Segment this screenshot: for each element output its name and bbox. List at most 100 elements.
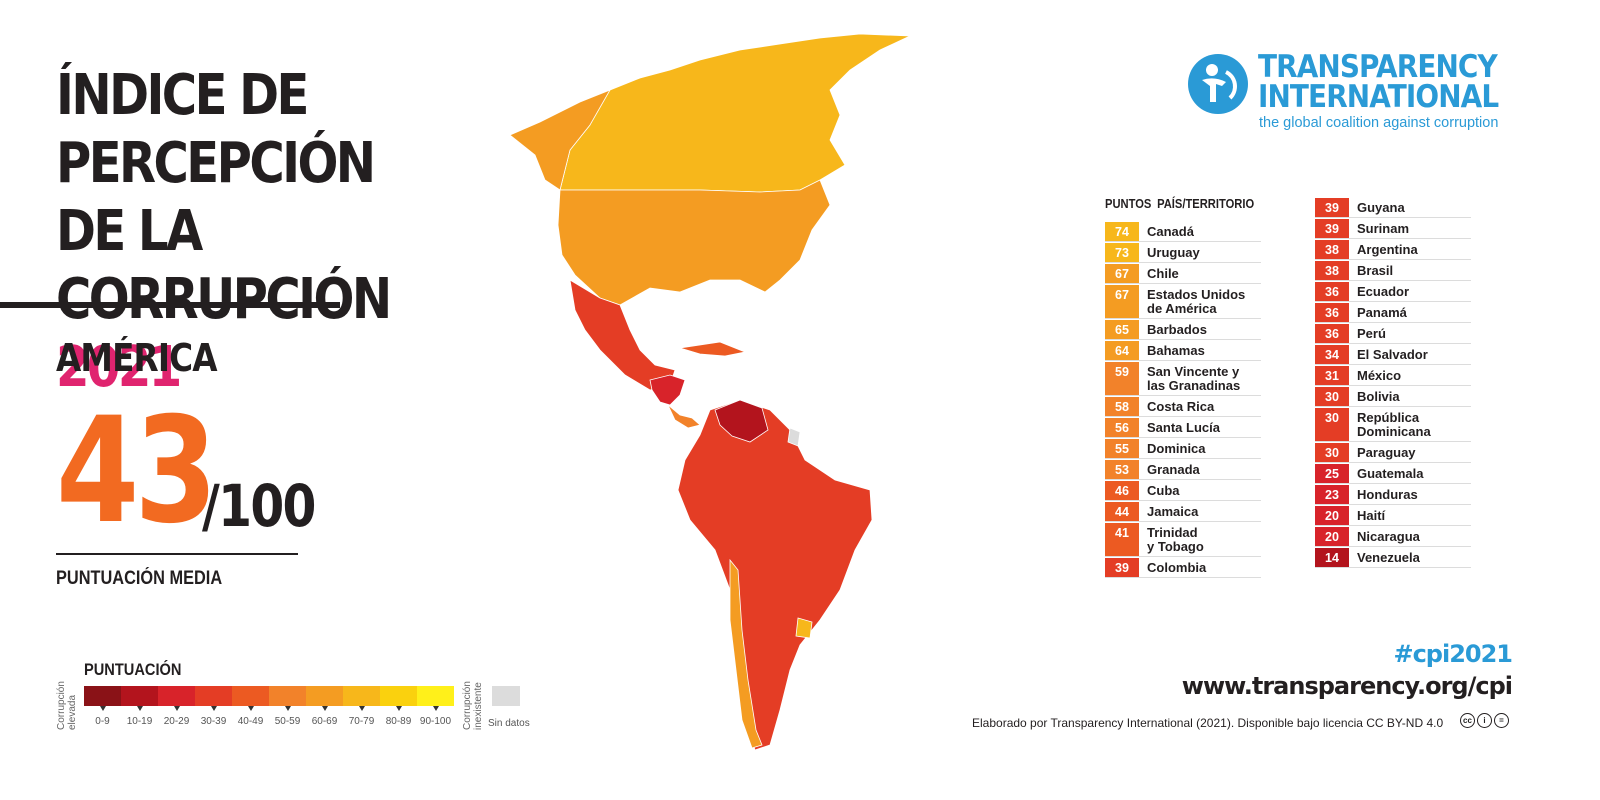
license-icons: cc i =	[1460, 713, 1509, 728]
venezuela-shape	[714, 399, 769, 443]
country-score: 20	[1315, 527, 1349, 546]
country-name: Costa Rica	[1147, 399, 1215, 414]
country-name: Haití	[1357, 508, 1386, 523]
country-name: Canadá	[1147, 224, 1194, 239]
legend-color-scale	[84, 686, 454, 711]
ranking-row: 36 Panamá	[1315, 303, 1471, 323]
country-name: Argentina	[1357, 242, 1418, 257]
country-score: 23	[1315, 485, 1349, 504]
legend-no-data-swatch	[492, 686, 520, 706]
ranking-row: 31 México	[1315, 366, 1471, 386]
legend-range-label: 60-69	[311, 716, 338, 727]
ranking-row: 39 Surinam	[1315, 219, 1471, 239]
country-name: San Vincente y las Granadinas	[1147, 364, 1241, 393]
country-name: El Salvador	[1357, 347, 1428, 362]
cc-icon: cc	[1460, 713, 1475, 728]
country-name: Surinam	[1357, 221, 1410, 236]
average-score: 43	[56, 386, 218, 556]
score-label: PUNTUACIÓN MEDIA	[56, 568, 223, 589]
ranking-row: 65 Barbados	[1105, 320, 1261, 340]
legend-swatch	[343, 686, 380, 711]
country-name: Perú	[1357, 326, 1386, 341]
ranking-row: 14 Venezuela	[1315, 548, 1471, 568]
ranking-row: 34 El Salvador	[1315, 345, 1471, 365]
country-name: México	[1357, 368, 1402, 383]
country-score: 39	[1315, 219, 1349, 238]
country-score: 56	[1105, 418, 1139, 437]
ranking-row: 30 República Dominicana	[1315, 408, 1471, 442]
legend-no-data-label: Sin datos	[488, 718, 530, 729]
country-score: 36	[1315, 324, 1349, 343]
ranking-row: 39 Colombia	[1105, 558, 1261, 578]
title-year: 2021	[56, 335, 182, 400]
country-score: 36	[1315, 282, 1349, 301]
page-title: ÍNDICE DE PERCEPCIÓN DE LA CORRUPCIÓN 20…	[56, 62, 452, 402]
french-guiana-shape	[787, 427, 801, 447]
country-name: Dominica	[1147, 441, 1206, 456]
legend-swatch	[158, 686, 195, 711]
legend-range-label: 50-59	[274, 716, 301, 727]
country-score: 30	[1315, 408, 1349, 441]
country-name: Panamá	[1357, 305, 1407, 320]
americas-map	[509, 33, 911, 751]
usa-shape	[557, 179, 831, 306]
country-name: Cuba	[1147, 483, 1180, 498]
country-score: 44	[1105, 502, 1139, 521]
country-score: 59	[1105, 362, 1139, 395]
ranking-row: 73 Uruguay	[1105, 243, 1261, 263]
ranking-row: 44 Jamaica	[1105, 502, 1261, 522]
legend-swatch	[84, 686, 121, 711]
country-name: Guatemala	[1357, 466, 1424, 481]
ranking-row: 59 San Vincente y las Granadinas	[1105, 362, 1261, 396]
hashtag[interactable]: #cpi2021	[1393, 640, 1513, 668]
logo-wordmark: TRANSPARENCY INTERNATIONAL	[1258, 49, 1499, 113]
legend-range-label: 40-49	[237, 716, 264, 727]
country-name: Bolivia	[1357, 389, 1400, 404]
country-score: 34	[1315, 345, 1349, 364]
country-name: República Dominicana	[1357, 410, 1431, 439]
country-score: 53	[1105, 460, 1139, 479]
country-score: 73	[1105, 243, 1139, 262]
country-name: Trinidad y Tobago	[1147, 525, 1204, 554]
credit-line: Elaborado por Transparency International…	[972, 716, 1444, 730]
ranking-column-2: 39 Guyana 39 Surinam 38 Argentina 38 Brasil 36 Ec…	[1315, 198, 1471, 569]
country-score: 67	[1105, 264, 1139, 283]
website-link[interactable]: www.transparency.org/cpi	[1181, 672, 1513, 700]
country-score: 39	[1105, 558, 1139, 577]
ranking-row: 20 Nicaragua	[1315, 527, 1471, 547]
country-score: 36	[1315, 303, 1349, 322]
ranking-row: 39 Guyana	[1315, 198, 1471, 218]
ranking-row: 67 Chile	[1105, 264, 1261, 284]
legend-range-labels: 0-9 10-19 20-29 30-39 40-49 50-59 60-69 70-79 80…	[84, 716, 454, 727]
legend-range-label: 0-9	[95, 716, 110, 727]
ranking-row: 55 Dominica	[1105, 439, 1261, 459]
ranking-row: 38 Brasil	[1315, 261, 1471, 281]
country-score: 74	[1105, 222, 1139, 241]
country-name: Santa Lucía	[1147, 420, 1220, 435]
country-name: Chile	[1147, 266, 1179, 281]
legend-swatch	[380, 686, 417, 711]
legend-range-label: 80-89	[385, 716, 412, 727]
legend-swatch	[121, 686, 158, 711]
country-score: 38	[1315, 261, 1349, 280]
country-score: 64	[1105, 341, 1139, 360]
score-divider	[56, 553, 298, 555]
country-score: 20	[1315, 506, 1349, 525]
ranking-row: 38 Argentina	[1315, 240, 1471, 260]
transparency-logo-icon	[1188, 54, 1248, 114]
legend-swatch	[417, 686, 454, 711]
country-score: 31	[1315, 366, 1349, 385]
legend-range-label: 30-39	[200, 716, 227, 727]
legend-low-label: Corrupción inexistente	[462, 681, 484, 730]
country-name: Ecuador	[1357, 284, 1410, 299]
country-name: Venezuela	[1357, 550, 1420, 565]
title-line-3: CORRUPCIÓN 2021	[56, 266, 452, 402]
ranking-row: 30 Bolivia	[1315, 387, 1471, 407]
title-divider	[0, 302, 340, 308]
title-line-1: ÍNDICE DE	[56, 63, 309, 128]
region-score: 43 /100	[56, 386, 316, 556]
logo-line-1: TRANSPARENCY	[1258, 49, 1498, 85]
ranking-row: 53 Granada	[1105, 460, 1261, 480]
country-name: Brasil	[1357, 263, 1394, 278]
country-score: 41	[1105, 523, 1139, 556]
